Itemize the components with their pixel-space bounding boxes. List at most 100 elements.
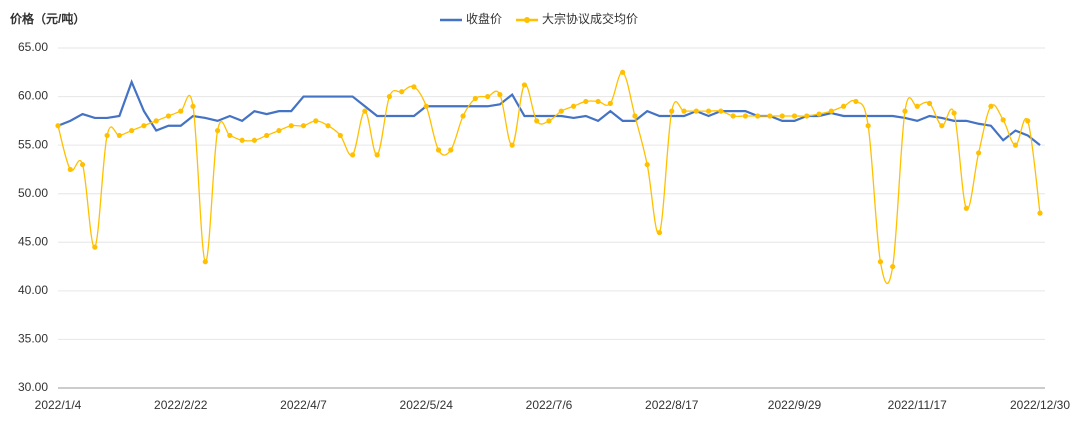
series-marker: [448, 147, 454, 153]
x-tick-label: 2022/9/29: [768, 398, 822, 412]
series-marker: [178, 108, 184, 114]
series-marker: [890, 263, 896, 270]
series-marker: [755, 113, 761, 119]
series-marker: [521, 82, 528, 88]
series-marker: [534, 118, 540, 124]
series-marker: [951, 110, 957, 116]
series-marker: [423, 103, 429, 109]
series-marker: [681, 108, 687, 114]
series-marker: [67, 166, 73, 173]
series-marker: [435, 147, 442, 153]
series-marker: [472, 95, 478, 102]
series-marker: [656, 229, 663, 236]
series-marker: [705, 108, 712, 114]
series-marker: [828, 108, 834, 114]
series-marker: [693, 108, 699, 114]
series-marker: [742, 113, 749, 119]
series-marker: [902, 108, 908, 114]
series-marker: [926, 100, 933, 106]
series-marker: [350, 152, 356, 158]
series-marker: [853, 98, 859, 105]
y-axis-label: 价格（元/吨）: [10, 11, 85, 26]
series-marker: [816, 111, 822, 117]
series-marker: [607, 100, 613, 106]
series-line: [57, 78, 1041, 147]
series-marker: [276, 127, 282, 134]
series-marker: [558, 108, 564, 114]
y-tick-label: 40.00: [18, 283, 48, 297]
series-marker: [325, 123, 331, 129]
series-marker: [1012, 142, 1019, 148]
series-marker: [227, 132, 233, 139]
x-tick-label: 2022/11/17: [888, 398, 947, 412]
series-marker: [963, 205, 969, 211]
series-marker: [79, 161, 86, 168]
series-marker: [129, 127, 135, 134]
series-marker: [632, 113, 638, 119]
x-tick-label: 2022/8/17: [645, 398, 699, 412]
y-tick-label: 65.00: [18, 40, 48, 54]
series-marker: [988, 103, 994, 109]
x-tick-label: 2022/5/24: [400, 398, 454, 412]
series-marker: [841, 103, 847, 109]
series-marker: [669, 108, 675, 114]
series-line: [57, 71, 1041, 284]
series-marker: [865, 123, 871, 129]
series-marker: [570, 103, 577, 109]
series-marker: [362, 108, 368, 114]
series-marker: [411, 84, 417, 90]
series-marker: [386, 93, 393, 100]
y-tick-label: 35.00: [18, 332, 48, 346]
series-marker: [877, 259, 884, 265]
series-marker: [595, 98, 601, 105]
series-marker: [337, 132, 343, 139]
series-marker: [460, 113, 466, 119]
series-marker: [497, 92, 503, 98]
legend-label: 收盘价: [466, 11, 502, 26]
series-marker: [939, 123, 945, 129]
series-marker: [399, 89, 405, 95]
series-marker: [92, 244, 98, 250]
series-marker: [1037, 210, 1043, 216]
series-marker: [190, 103, 196, 109]
series-marker: [914, 103, 920, 109]
series-marker: [730, 113, 736, 119]
series-marker: [313, 118, 319, 124]
series-marker: [644, 161, 650, 168]
y-tick-label: 60.00: [18, 89, 48, 103]
x-tick-label: 2022/2/22: [154, 398, 208, 412]
series-marker: [1000, 117, 1006, 123]
series-marker: [239, 137, 245, 143]
series-marker: [55, 123, 61, 129]
series-marker: [202, 259, 208, 265]
series-marker: [374, 152, 380, 158]
series-marker: [214, 127, 221, 134]
y-tick-label: 50.00: [18, 186, 48, 200]
legend-label: 大宗协议成交均价: [542, 11, 638, 26]
series-marker: [264, 132, 270, 139]
series-marker: [251, 137, 257, 143]
y-tick-label: 45.00: [18, 234, 48, 248]
series-marker: [767, 113, 773, 119]
x-tick-label: 2022/1/4: [35, 398, 82, 412]
x-tick-label: 2022/4/7: [280, 398, 327, 412]
legend-marker: [524, 17, 531, 23]
x-tick-label: 2022/12/30: [1010, 398, 1070, 412]
y-tick-label: 30.00: [18, 380, 48, 394]
series-marker: [153, 118, 159, 124]
series-marker: [288, 123, 294, 129]
series-marker: [485, 93, 491, 100]
series-marker: [165, 113, 172, 119]
x-tick-label: 2022/7/6: [526, 398, 573, 412]
series-marker: [718, 108, 724, 114]
series-marker: [141, 123, 147, 129]
series-marker: [583, 98, 589, 105]
series-marker: [509, 142, 515, 148]
series-marker: [300, 123, 307, 129]
series-marker: [116, 132, 122, 139]
series-marker: [620, 69, 626, 75]
series-marker: [104, 132, 110, 139]
series-marker: [1025, 118, 1031, 124]
series-marker: [804, 113, 810, 119]
